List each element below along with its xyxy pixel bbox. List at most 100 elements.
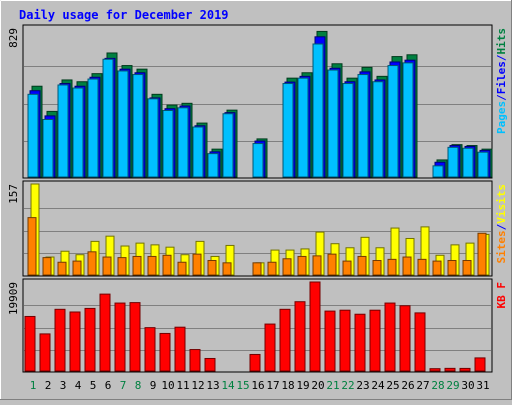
bar xyxy=(414,312,426,372)
bar xyxy=(282,258,292,276)
bar xyxy=(174,326,186,372)
bar xyxy=(57,84,69,178)
bar xyxy=(342,83,354,178)
bar xyxy=(354,313,366,372)
x-tick-label: 21 xyxy=(326,379,339,392)
bar xyxy=(117,70,129,178)
x-tick-label: 4 xyxy=(75,379,82,392)
bar xyxy=(177,261,187,276)
legend-entry: / xyxy=(495,223,508,230)
x-tick-label: 2 xyxy=(45,379,52,392)
y-max-label: 19909 xyxy=(7,282,20,315)
x-tick-label: 17 xyxy=(266,379,279,392)
bar xyxy=(387,65,399,178)
bar xyxy=(147,98,159,178)
bar xyxy=(24,315,36,372)
bar xyxy=(147,255,157,276)
panel-sites-visits: 157 Sites/Visits xyxy=(7,180,508,277)
legend-entry: / xyxy=(495,94,508,101)
x-tick-label: 20 xyxy=(311,379,324,392)
x-tick-label: 18 xyxy=(281,379,294,392)
bar xyxy=(447,146,459,178)
legend: KB F xyxy=(495,282,508,309)
bar xyxy=(429,368,441,372)
bar xyxy=(27,217,37,276)
bar xyxy=(387,258,397,276)
bar xyxy=(177,107,189,178)
y-max-label: 829 xyxy=(7,28,20,48)
x-tick-label: 25 xyxy=(386,379,399,392)
bar xyxy=(432,260,442,276)
x-tick-label: 26 xyxy=(401,379,414,392)
bar xyxy=(192,126,204,178)
bar xyxy=(42,118,54,178)
bar xyxy=(477,232,487,276)
bar xyxy=(249,353,261,372)
x-tick-label: 31 xyxy=(476,379,489,392)
bar xyxy=(342,260,352,276)
bar xyxy=(282,83,294,178)
bar xyxy=(264,323,276,372)
x-tick-label: 16 xyxy=(251,379,264,392)
bar xyxy=(129,302,141,372)
legend-entry: Files xyxy=(495,61,508,94)
bar xyxy=(462,260,472,276)
x-tick-label: 22 xyxy=(341,379,354,392)
bar xyxy=(102,58,114,178)
bar xyxy=(84,307,96,372)
bar xyxy=(162,109,174,178)
bar xyxy=(474,357,486,372)
series-pages xyxy=(27,43,489,178)
bar xyxy=(69,311,81,372)
bar xyxy=(222,113,234,178)
bar xyxy=(372,81,384,178)
y-max-label: 157 xyxy=(7,184,20,204)
x-tick-label: 10 xyxy=(161,379,174,392)
bar xyxy=(462,147,474,178)
bar xyxy=(402,256,412,276)
bar xyxy=(87,251,97,276)
bar xyxy=(294,301,306,372)
legend-entry: Visits xyxy=(495,184,508,224)
legend-entry: Hits xyxy=(495,28,508,55)
x-tick-label: 1 xyxy=(30,379,37,392)
bar xyxy=(447,260,457,276)
x-tick-label: 30 xyxy=(461,379,474,392)
bar xyxy=(357,74,369,178)
x-tick-label: 5 xyxy=(90,379,97,392)
bar xyxy=(477,151,489,178)
bar xyxy=(39,333,51,372)
bar xyxy=(54,308,66,372)
legend-entry: / xyxy=(495,54,508,61)
bar xyxy=(312,43,324,178)
bar xyxy=(327,69,339,178)
bar xyxy=(72,87,84,178)
x-tick-label: 7 xyxy=(120,379,127,392)
bar xyxy=(402,62,414,178)
bar xyxy=(252,262,262,276)
bar xyxy=(144,327,156,372)
bar xyxy=(432,165,444,178)
bar xyxy=(57,261,67,276)
x-tick-label: 8 xyxy=(135,379,142,392)
x-tick-label: 27 xyxy=(416,379,429,392)
legend-entry: Pages xyxy=(495,101,508,134)
x-tick-label: 13 xyxy=(206,379,219,392)
bar xyxy=(357,255,367,276)
series-kb-f xyxy=(24,281,486,372)
x-tick-label: 14 xyxy=(221,379,235,392)
x-tick-label: 11 xyxy=(176,379,189,392)
chart-title: Daily usage for December 2019 xyxy=(19,8,229,22)
bar xyxy=(72,260,82,276)
bar xyxy=(312,255,322,276)
bar xyxy=(189,349,201,372)
bar xyxy=(297,255,307,276)
bar xyxy=(132,74,144,178)
x-tick-label: 3 xyxy=(60,379,67,392)
bar xyxy=(417,258,427,276)
x-tick-label: 6 xyxy=(105,379,112,392)
bar xyxy=(114,302,126,372)
